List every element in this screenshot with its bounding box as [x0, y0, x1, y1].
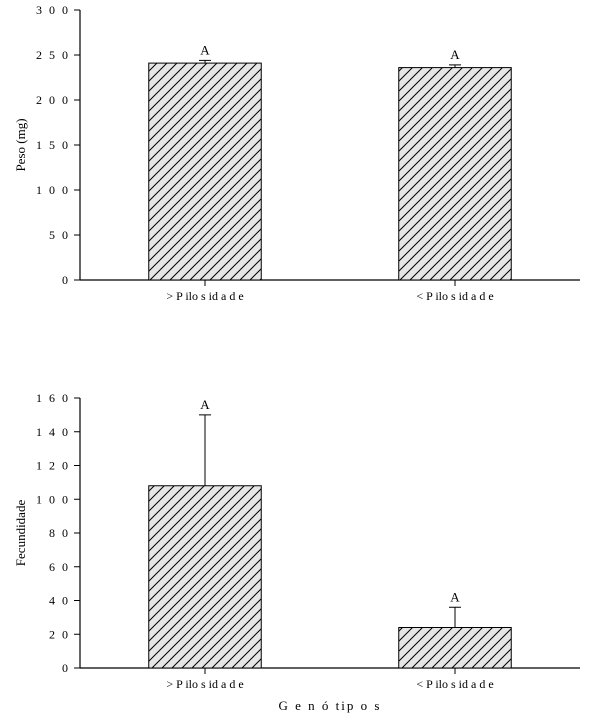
chart-bottom-bar-label: A: [450, 589, 460, 604]
chart-bottom-bar: [399, 628, 512, 669]
chart-bottom-ytick-label: 6 0: [49, 560, 70, 574]
chart-bottom-category-label: < P ilo s id a d e: [416, 677, 493, 691]
chart-bottom-ytick-label: 1 4 0: [36, 425, 70, 439]
chart-bottom-ytick-label: 1 6 0: [36, 391, 70, 405]
chart-bottom-group: 0 2 0 4 0 6 0 8 0 1 0 0 1 2 0 1 4 0 1 6 0 A > P il…: [13, 391, 580, 713]
chart-top-ytick-label: 3 0 0: [36, 3, 70, 17]
chart-top-ytick-label: 2 0 0: [36, 93, 70, 107]
chart-top-bar-label: A: [200, 42, 210, 57]
chart-bottom-ytick-label: 8 0: [49, 526, 70, 540]
chart-top-category-label: > P ilo s id a d e: [166, 289, 243, 303]
chart-top-ytick-label: 5 0: [49, 228, 70, 242]
chart-top-bar: [399, 68, 512, 280]
chart-bottom-category-label: > P ilo s id a d e: [166, 677, 243, 691]
chart-top-group: 0 5 0 1 0 0 1 5 0 2 0 0 2 5 0 3 0 0 A > P ilo s …: [13, 3, 580, 303]
chart-top-ylabel: Peso (mg): [13, 118, 28, 171]
chart-top-ytick-label: 0: [62, 273, 70, 287]
chart-top-category-label: < P ilo s id a d e: [416, 289, 493, 303]
chart-top-ytick-label: 1 5 0: [36, 138, 70, 152]
chart-bottom-ytick-label: 1 0 0: [36, 492, 70, 506]
chart-bottom-bar-label: A: [200, 397, 210, 412]
chart-top-ytick-label: 2 5 0: [36, 48, 70, 62]
chart-bottom-xlabel: G e n ó tip o s: [279, 698, 382, 713]
chart-bottom-ytick-label: 2 0: [49, 627, 70, 641]
chart-top-bar: [149, 63, 262, 280]
chart-bottom-ytick-label: 1 2 0: [36, 459, 70, 473]
chart-top-bar-label: A: [450, 47, 460, 62]
chart-bottom-ytick-label: 4 0: [49, 594, 70, 608]
figure-svg: 0 5 0 1 0 0 1 5 0 2 0 0 2 5 0 3 0 0 A > P ilo s …: [0, 0, 616, 718]
chart-bottom-ytick-label: 0: [62, 661, 70, 675]
chart-bottom-ylabel: Fecundidade: [13, 500, 28, 567]
chart-top-ytick-label: 1 0 0: [36, 183, 70, 197]
chart-bottom-bar: [149, 486, 262, 668]
